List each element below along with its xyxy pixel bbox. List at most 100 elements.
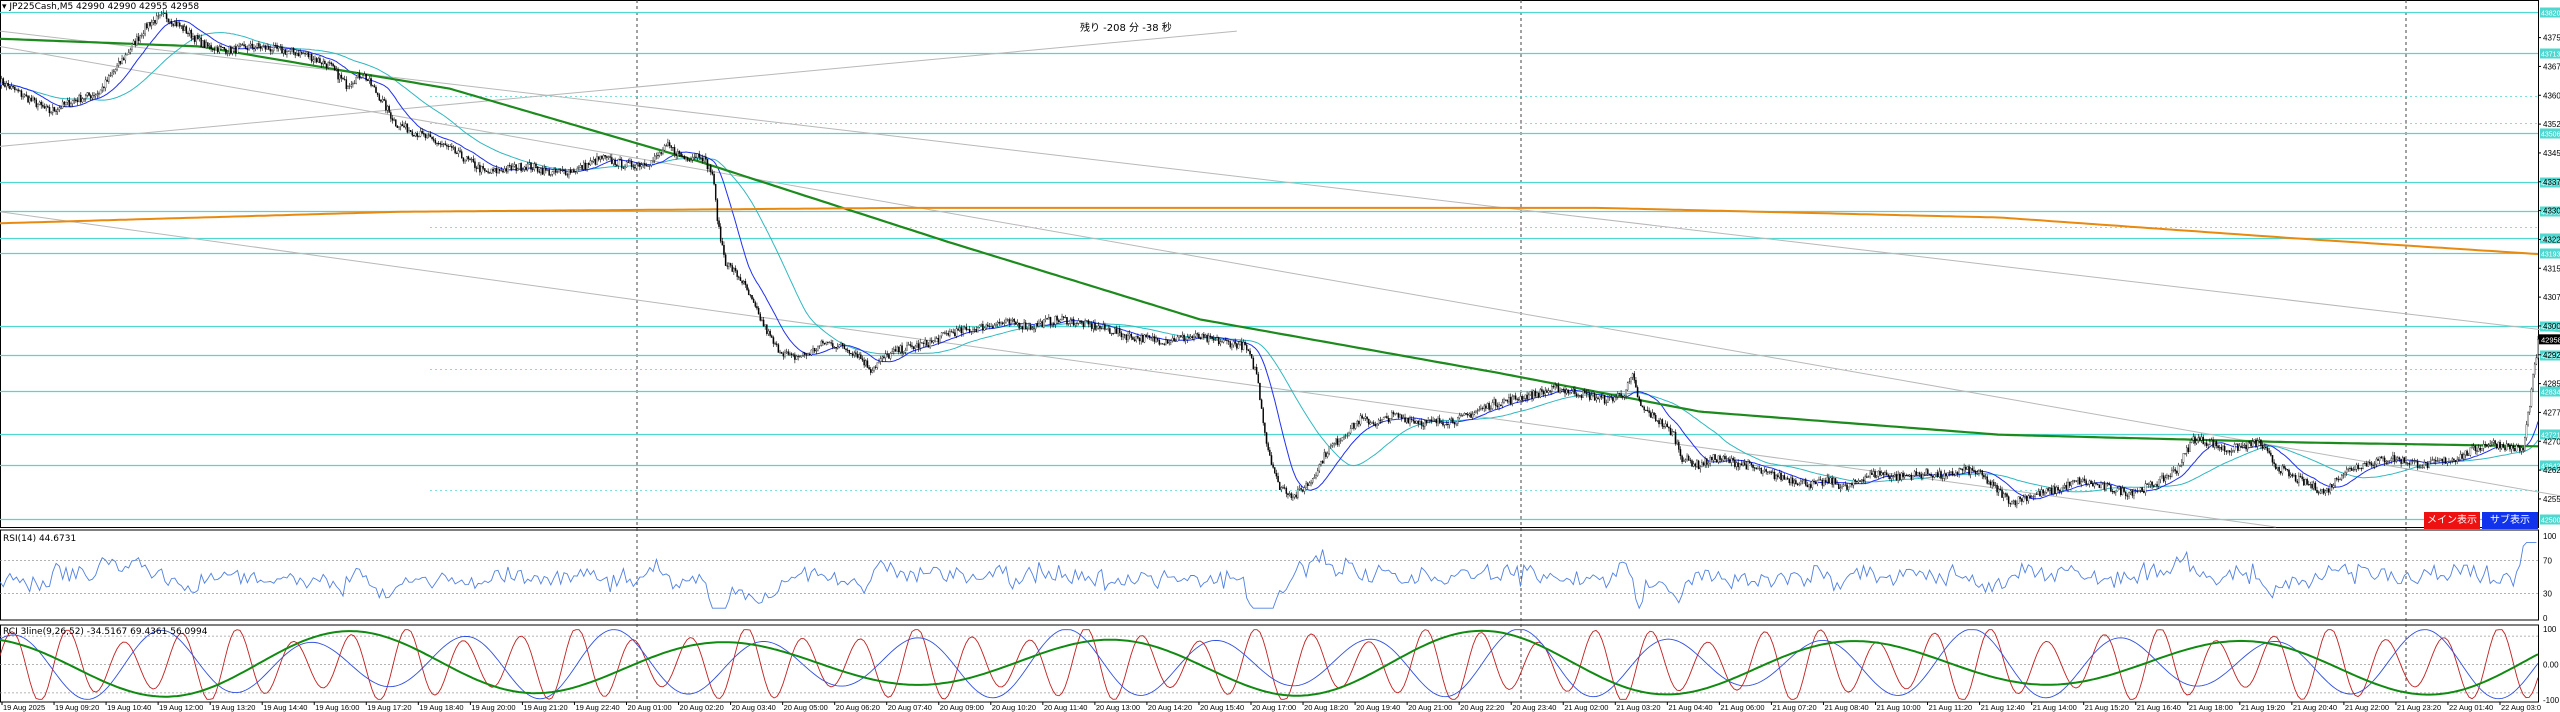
candle-body [1095,328,1098,330]
candle-body [1645,409,1647,411]
candle-body [2286,469,2289,471]
candle-body [2383,457,2386,463]
candle-body [2164,477,2167,482]
candle-body [2047,488,2049,491]
candle-body [45,106,47,109]
candle-body [871,370,874,373]
candle-body [1587,392,1589,394]
candle-body [121,58,123,64]
trend-lines [0,30,2560,528]
candle-body [2365,463,2368,467]
time-tick-label: 21 Aug 22:00 [2345,703,2389,712]
candle-body [146,23,148,29]
candle-body [1270,455,1273,465]
candle-body [19,90,21,92]
candle-body [1214,339,1217,341]
candle-body [174,21,176,26]
candle-body [538,171,541,173]
candle-body [1353,422,1355,429]
candle-body [1453,422,1456,425]
candle-body [1737,462,1739,468]
candle-body [1090,323,1093,329]
candle-body [2261,445,2264,449]
candle-body [1758,467,1761,469]
candle-body [1039,321,1042,324]
level-price-tag-text: 43193 [2541,252,2560,259]
price-axis: 4382043713435064337743303432324319343003… [2538,7,2560,525]
candle-body [1620,393,1622,397]
level-price-tag-text: 43232 [2541,237,2560,244]
main-view-button[interactable]: メイン表示 [2424,512,2480,529]
candle-body [686,157,689,161]
candle-body [1213,338,1215,341]
candle-body [922,343,925,344]
time-tick-label: 20 Aug 14:20 [1148,703,1192,712]
candle-body [998,321,1001,324]
candle-body [655,155,658,157]
candle-body [1288,493,1291,496]
candle-body [1379,419,1382,421]
candle-body [1257,374,1260,384]
candle-body [1145,334,1147,337]
candle-body [1138,338,1141,342]
candle-body [1481,408,1484,409]
price-tick-label: 43453 [2543,149,2560,158]
time-tick-label: 19 Aug 17:20 [367,703,411,712]
candle-body [2068,482,2071,486]
candle-body [1252,358,1255,370]
candle-body [14,86,16,91]
candle-body [1506,399,1509,402]
candle-body [353,83,356,85]
candle-body [1562,389,1565,391]
candle-body [1020,326,1022,329]
price-tick-label: 43153 [2543,264,2560,273]
candle-body [1772,471,1774,474]
rsi-tick-label: 30 [2543,589,2552,598]
candle-body [461,151,463,159]
candle-body [2402,457,2404,464]
candle-body [1462,414,1464,416]
candle-body [1618,393,1621,395]
candle-body [2510,445,2513,450]
candle-body [525,166,527,171]
candle-body [1117,328,1119,334]
candle-body [815,350,818,352]
candle-body [1589,392,1591,400]
candle-body [2428,460,2430,468]
candle-body [1917,472,1919,476]
candle-body [962,328,964,334]
candle-body [592,159,595,162]
sub-view-button[interactable]: サブ表示 [2482,512,2538,529]
candle-body [20,90,23,97]
candle-body [1658,420,1660,425]
candle-body [916,343,918,347]
candle-body [2037,491,2040,495]
candle-body [764,324,766,327]
candle-body [752,298,755,303]
candle-body [777,344,780,353]
candle-body [1448,419,1451,425]
candle-body [1788,478,1791,484]
candle-body [2124,491,2127,496]
candle-body [1600,395,1603,398]
candle-body [1800,480,1802,485]
candle-body [197,35,199,40]
candle-body [1973,470,1975,472]
candle-body [2040,489,2043,497]
candle-body [1023,322,1025,330]
candle-body [1359,415,1362,425]
candle-body [543,167,545,175]
candle-body [794,354,796,360]
candle-body [1569,392,1571,394]
candle-body [391,118,394,121]
candle-body [56,109,59,112]
candle-body [1330,445,1332,447]
candle-body [2181,462,2183,466]
candle-body [2362,463,2364,469]
candle-body [2123,488,2125,492]
candle-body [2042,489,2045,494]
candle-body [1176,336,1179,342]
candle-body [474,161,476,168]
